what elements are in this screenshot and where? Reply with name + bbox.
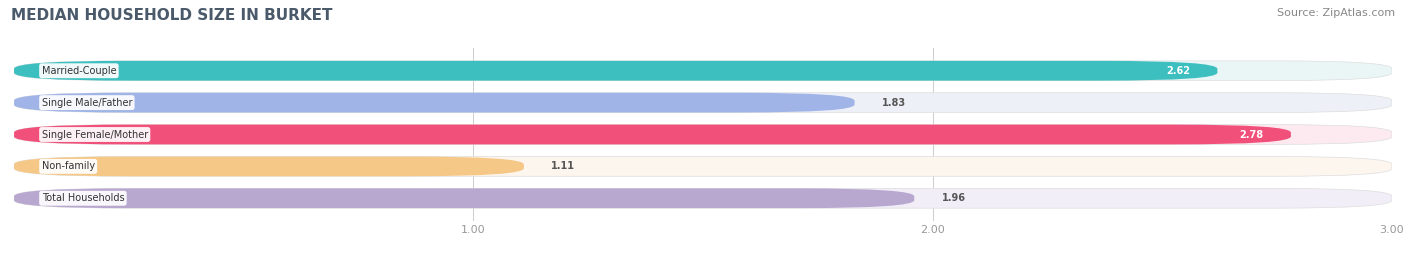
Text: Single Male/Father: Single Male/Father <box>42 98 132 108</box>
FancyBboxPatch shape <box>14 157 1392 176</box>
Text: Married-Couple: Married-Couple <box>42 66 117 76</box>
FancyBboxPatch shape <box>14 188 1392 208</box>
FancyBboxPatch shape <box>14 157 524 176</box>
FancyBboxPatch shape <box>14 93 855 112</box>
FancyBboxPatch shape <box>14 188 914 208</box>
Text: Non-family: Non-family <box>42 161 94 171</box>
Text: 1.11: 1.11 <box>551 161 575 171</box>
Text: MEDIAN HOUSEHOLD SIZE IN BURKET: MEDIAN HOUSEHOLD SIZE IN BURKET <box>11 8 333 23</box>
FancyBboxPatch shape <box>14 125 1291 144</box>
Text: Single Female/Mother: Single Female/Mother <box>42 129 148 140</box>
Text: 2.62: 2.62 <box>1166 66 1189 76</box>
Text: Total Households: Total Households <box>42 193 124 203</box>
Text: 2.78: 2.78 <box>1239 129 1264 140</box>
FancyBboxPatch shape <box>14 93 1392 112</box>
FancyBboxPatch shape <box>14 125 1392 144</box>
Text: 1.83: 1.83 <box>882 98 907 108</box>
FancyBboxPatch shape <box>14 61 1392 81</box>
Text: 1.96: 1.96 <box>942 193 966 203</box>
Text: Source: ZipAtlas.com: Source: ZipAtlas.com <box>1277 8 1395 18</box>
FancyBboxPatch shape <box>14 61 1218 81</box>
